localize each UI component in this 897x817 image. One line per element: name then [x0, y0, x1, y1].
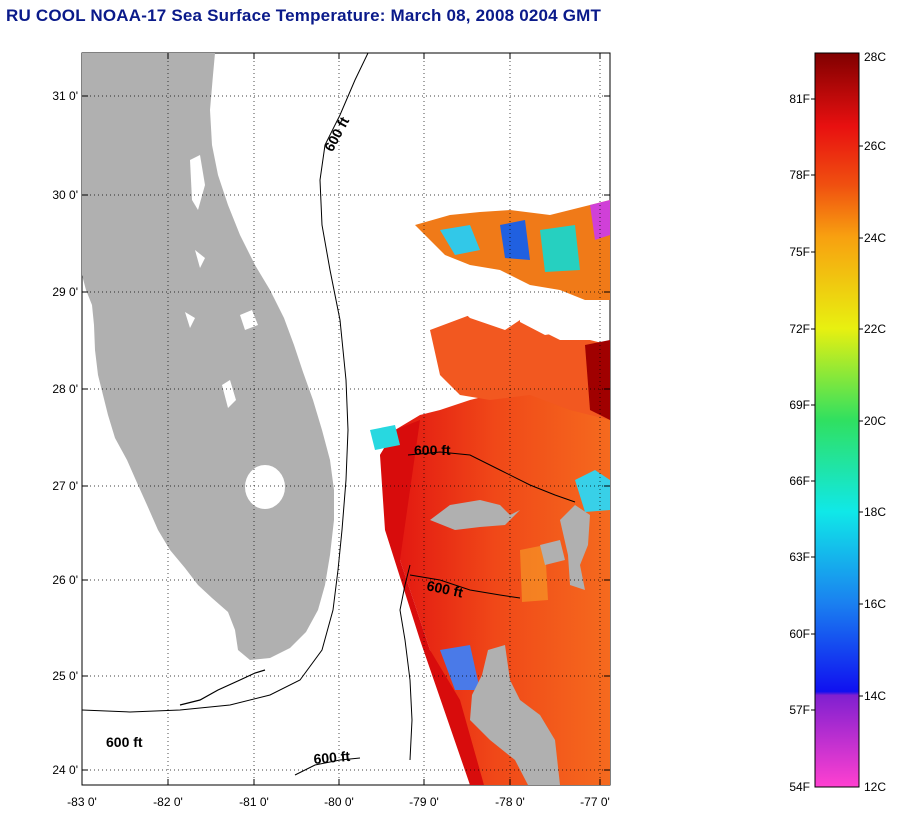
isobath-label: 600 ft [425, 577, 464, 600]
colorbar-f-label: 78F [789, 168, 810, 182]
florida-landmass [82, 53, 334, 660]
isobath-600ft [82, 53, 576, 776]
colorbar-c-label: 26C [864, 139, 886, 153]
lon-label: -82 0' [153, 795, 183, 809]
map-title: RU COOL NOAA-17 Sea Surface Temperature:… [6, 6, 602, 25]
colorbar-f-label: 75F [789, 245, 810, 259]
lat-label: 30 0' [52, 188, 78, 202]
lat-label: 31 0' [52, 89, 78, 103]
colorbar-c-label: 14C [864, 689, 886, 703]
lon-label: -77 0' [580, 795, 610, 809]
colorbar-f-label: 60F [789, 627, 810, 641]
colorbar-f-label: 81F [789, 92, 810, 106]
graticule [82, 53, 610, 785]
lon-label: -83 0' [67, 795, 97, 809]
colorbar-f-label: 66F [789, 474, 810, 488]
lon-label: -81 0' [239, 795, 269, 809]
lon-label: -78 0' [495, 795, 525, 809]
isobath-label: 600 ft [313, 748, 351, 767]
colorbar-c-label: 20C [864, 414, 886, 428]
lon-label: -80 0' [324, 795, 354, 809]
colorbar-f-label: 57F [789, 703, 810, 717]
colorbar-f-label: 63F [789, 550, 810, 564]
isobath-label: 600 ft [106, 734, 143, 750]
sst-swath [370, 200, 610, 785]
tick-marks [82, 53, 610, 785]
colorbar-c-label: 24C [864, 231, 886, 245]
colorbar-gradient [814, 52, 860, 788]
colorbar-c-label: 22C [864, 322, 886, 336]
colorbar-f-label: 54F [789, 780, 810, 794]
lat-label: 29 0' [52, 285, 78, 299]
lat-label: 24 0' [52, 763, 78, 777]
lat-label: 27 0' [52, 479, 78, 493]
florida-keys [179, 669, 266, 706]
lat-label: 25 0' [52, 669, 78, 683]
colorbar-f-label: 69F [789, 398, 810, 412]
colorbar-c-label: 12C [864, 780, 886, 794]
lat-label: 28 0' [52, 382, 78, 396]
colorbar-c-label: 18C [864, 505, 886, 519]
colorbar-c-label: 28C [864, 50, 886, 64]
isobath-label: 600 ft [414, 442, 451, 458]
lon-label: -79 0' [409, 795, 439, 809]
colorbar-f-label: 72F [789, 322, 810, 336]
lat-label: 26 0' [52, 573, 78, 587]
colorbar-c-label: 16C [864, 597, 886, 611]
